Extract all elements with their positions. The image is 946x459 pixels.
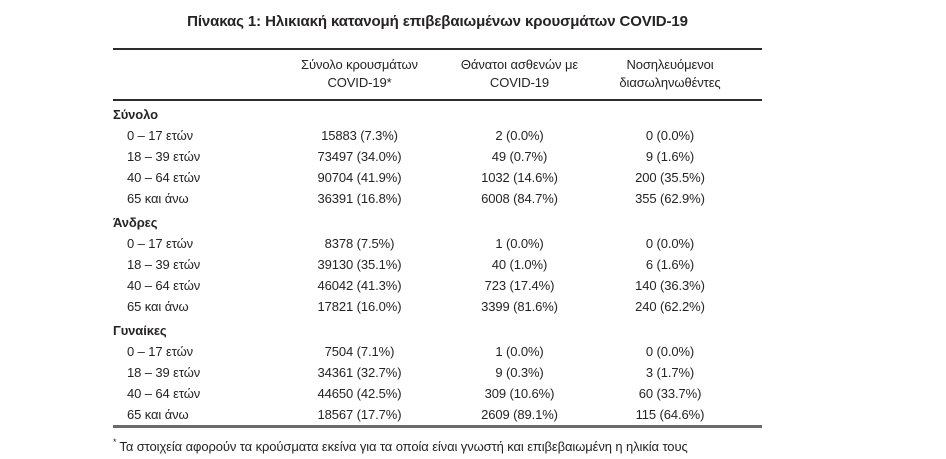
footnote-text: Τα στοιχεία αφορούν τα κρούσματα εκείνα … — [119, 439, 688, 454]
table-body: Σύνολο 0 – 17 ετών 15883 (7.3%) 2 (0.0%)… — [113, 100, 762, 427]
section-row-men: Άνδρες — [113, 209, 762, 233]
table-row: 0 – 17 ετών 7504 (7.1%) 1 (0.0%) 0 (0.0%… — [113, 341, 762, 362]
cell-deaths: 2609 (89.1%) — [481, 407, 558, 422]
header-empty — [113, 49, 280, 101]
table-row: 65 και άνω 18567 (17.7%) 2609 (89.1%) 11… — [113, 404, 762, 427]
cell-age-label: 65 και άνω — [127, 407, 189, 422]
cell-deaths: 9 (0.3%) — [495, 365, 544, 380]
cell-age-label: 65 και άνω — [127, 191, 189, 206]
header-total-cases-line1: Σύνολο κρουσμάτων — [301, 57, 418, 72]
cell-cases: 17821 (16.0%) — [317, 299, 402, 314]
cell-intubated: 0 (0.0%) — [645, 344, 695, 359]
table-row: 18 – 39 ετών 73497 (34.0%) 49 (0.7%) 9 (… — [113, 146, 762, 167]
table-row: 65 και άνω 36391 (16.8%) 6008 (84.7%) 35… — [113, 188, 762, 209]
section-label: Γυναίκες — [113, 322, 167, 338]
cell-age-label: 18 – 39 ετών — [127, 257, 201, 272]
cell-age-label: 65 και άνω — [127, 299, 189, 314]
covid-age-distribution-table: Σύνολο κρουσμάτων COVID-19* Θάνατοι ασθε… — [113, 48, 762, 428]
footnote: * Τα στοιχεία αφορούν τα κρούσματα εκείνα… — [113, 434, 762, 455]
cell-intubated: 240 (62.2%) — [635, 299, 705, 314]
cell-intubated: 9 (1.6%) — [645, 149, 695, 164]
cell-cases: 44650 (42.5%) — [317, 386, 402, 401]
header-row: Σύνολο κρουσμάτων COVID-19* Θάνατοι ασθε… — [113, 49, 762, 101]
cell-cases: 36391 (16.8%) — [317, 191, 402, 206]
section-row-women: Γυναίκες — [113, 317, 762, 341]
cell-cases: 18567 (17.7%) — [317, 407, 402, 422]
cell-cases: 46042 (41.3%) — [317, 278, 402, 293]
table-row: 40 – 64 ετών 44650 (42.5%) 309 (10.6%) 6… — [113, 383, 762, 404]
cell-age-label: 40 – 64 ετών — [127, 278, 201, 293]
cell-age-label: 40 – 64 ετών — [127, 170, 201, 185]
cell-deaths: 309 (10.6%) — [484, 386, 555, 401]
footnote-asterisk: * — [113, 437, 117, 447]
cell-deaths: 6008 (84.7%) — [481, 191, 558, 206]
table-row: 40 – 64 ετών 46042 (41.3%) 723 (17.4%) 1… — [113, 275, 762, 296]
cell-cases: 7504 (7.1%) — [324, 344, 395, 359]
cell-age-label: 18 – 39 ετών — [127, 149, 201, 164]
cell-deaths: 40 (1.0%) — [491, 257, 548, 272]
header-intubated-line2: διασωληνωθέντες — [619, 75, 721, 90]
header-intubated: Νοσηλευόμενοι διασωληνωθέντες — [600, 49, 762, 101]
table-row: 65 και άνω 17821 (16.0%) 3399 (81.6%) 24… — [113, 296, 762, 317]
cell-intubated: 3 (1.7%) — [645, 365, 695, 380]
cell-deaths: 723 (17.4%) — [484, 278, 555, 293]
header-intubated-line1: Νοσηλευόμενοι — [626, 57, 714, 72]
cell-intubated: 0 (0.0%) — [645, 128, 695, 143]
cell-deaths: 1032 (14.6%) — [481, 170, 558, 185]
table-row: 18 – 39 ετών 34361 (32.7%) 9 (0.3%) 3 (1… — [113, 362, 762, 383]
table-row: 0 – 17 ετών 8378 (7.5%) 1 (0.0%) 0 (0.0%… — [113, 233, 762, 254]
header-deaths: Θάνατοι ασθενών με COVID-19 — [439, 49, 600, 101]
cell-cases: 73497 (34.0%) — [317, 149, 402, 164]
cell-cases: 8378 (7.5%) — [324, 236, 395, 251]
cell-deaths: 49 (0.7%) — [491, 149, 548, 164]
cell-age-label: 0 – 17 ετών — [127, 128, 194, 143]
header-deaths-line1: Θάνατοι ασθενών με — [460, 57, 579, 72]
cell-deaths: 1 (0.0%) — [495, 344, 544, 359]
header-total-cases-line2: COVID-19* — [327, 75, 392, 90]
table-header: Σύνολο κρουσμάτων COVID-19* Θάνατοι ασθε… — [113, 49, 762, 101]
cell-intubated: 140 (36.3%) — [635, 278, 705, 293]
cell-age-label: 40 – 64 ετών — [127, 386, 201, 401]
table-row: 40 – 64 ετών 90704 (41.9%) 1032 (14.6%) … — [113, 167, 762, 188]
cell-cases: 90704 (41.9%) — [317, 170, 402, 185]
cell-intubated: 200 (35.5%) — [635, 170, 705, 185]
table-row: 18 – 39 ετών 39130 (35.1%) 40 (1.0%) 6 (… — [113, 254, 762, 275]
cell-deaths: 2 (0.0%) — [495, 128, 544, 143]
header-total-cases: Σύνολο κρουσμάτων COVID-19* — [280, 49, 439, 101]
cell-age-label: 18 – 39 ετών — [127, 365, 201, 380]
cell-intubated: 6 (1.6%) — [645, 257, 695, 272]
cell-intubated: 0 (0.0%) — [645, 236, 695, 251]
section-label: Σύνολο — [113, 106, 158, 122]
cell-cases: 39130 (35.1%) — [317, 257, 402, 272]
cell-age-label: 0 – 17 ετών — [127, 236, 194, 251]
cell-cases: 15883 (7.3%) — [321, 128, 398, 143]
cell-age-label: 0 – 17 ετών — [127, 344, 194, 359]
cell-deaths: 3399 (81.6%) — [481, 299, 558, 314]
table-row: 0 – 17 ετών 15883 (7.3%) 2 (0.0%) 0 (0.0… — [113, 125, 762, 146]
section-row-total: Σύνολο — [113, 100, 762, 125]
cell-deaths: 1 (0.0%) — [495, 236, 544, 251]
table-block: Πίνακας 1: Ηλικιακή κατανομή επιβεβαιωμέ… — [113, 0, 762, 455]
cell-intubated: 355 (62.9%) — [635, 191, 705, 206]
table-title: Πίνακας 1: Ηλικιακή κατανομή επιβεβαιωμέ… — [187, 13, 688, 30]
section-label: Άνδρες — [113, 214, 158, 230]
header-deaths-line2: COVID-19 — [489, 75, 550, 90]
cell-intubated: 60 (33.7%) — [638, 386, 702, 401]
cell-cases: 34361 (32.7%) — [317, 365, 402, 380]
cell-intubated: 115 (64.6%) — [635, 407, 705, 422]
